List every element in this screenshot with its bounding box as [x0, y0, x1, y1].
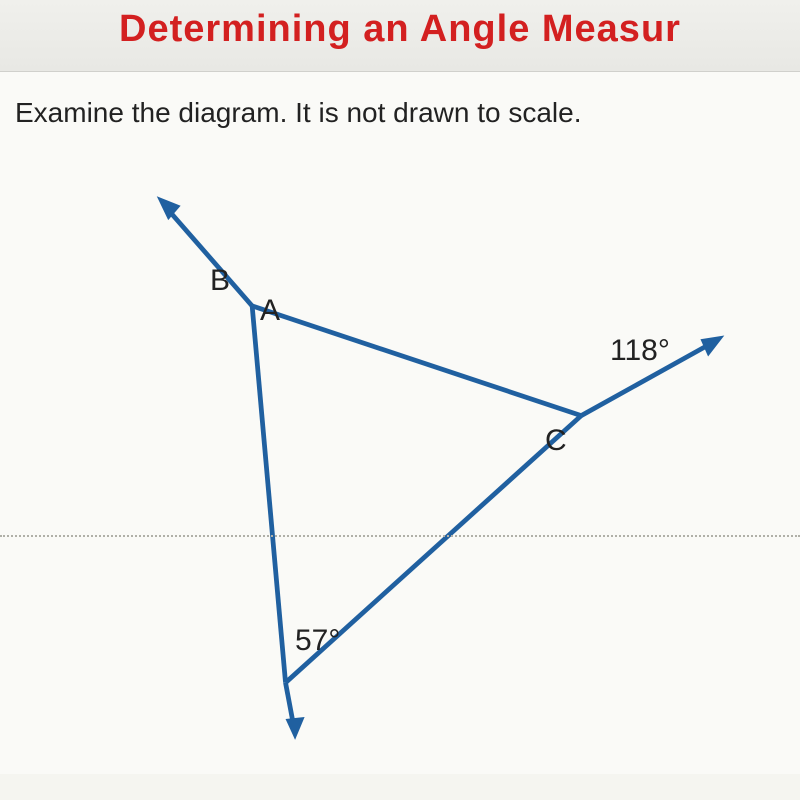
section-divider — [0, 535, 800, 537]
vertex-label-a: A — [260, 294, 280, 328]
geometry-diagram: B A C 118° 57° — [15, 139, 785, 759]
arrow-bottom — [286, 717, 305, 740]
vertex-label-b: B — [210, 264, 230, 298]
angle-label-118: 118° — [610, 334, 670, 368]
line-apex-c — [252, 306, 581, 416]
page-title: Determining an Angle Measur — [0, 8, 800, 51]
instruction-text: Examine the diagram. It is not drawn to … — [15, 97, 785, 129]
header-bar: Determining an Angle Measur — [0, 0, 800, 72]
line-apex-bottom — [252, 306, 285, 683]
vertex-label-c: C — [545, 424, 567, 458]
diagram-svg — [15, 139, 785, 759]
content-area: Examine the diagram. It is not drawn to … — [0, 72, 800, 774]
arrow-right — [700, 335, 724, 356]
angle-label-57: 57° — [295, 624, 340, 658]
